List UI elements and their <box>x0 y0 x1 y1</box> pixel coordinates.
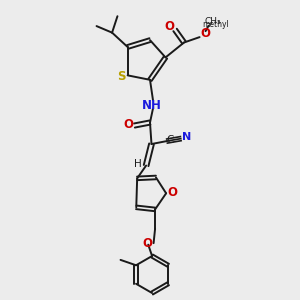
Text: O: O <box>200 27 211 40</box>
Text: O: O <box>167 186 177 199</box>
Text: CH₃: CH₃ <box>205 17 221 26</box>
Text: N: N <box>182 133 191 142</box>
Text: O: O <box>142 237 152 250</box>
Text: NH: NH <box>142 99 161 112</box>
Text: C: C <box>166 135 174 146</box>
Text: methyl: methyl <box>202 20 230 29</box>
Text: O: O <box>123 118 133 130</box>
Text: H: H <box>134 159 142 169</box>
Text: S: S <box>117 70 125 83</box>
Text: O: O <box>165 20 175 33</box>
